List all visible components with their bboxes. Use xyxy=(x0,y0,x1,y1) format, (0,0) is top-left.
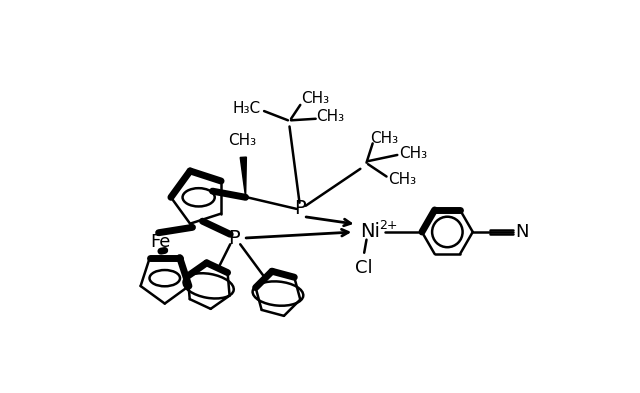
Text: N: N xyxy=(515,223,529,241)
Text: CH₃: CH₃ xyxy=(388,172,416,187)
Text: Cl: Cl xyxy=(355,259,373,277)
Text: CH₃: CH₃ xyxy=(316,109,344,124)
Text: Fe: Fe xyxy=(151,233,171,251)
Text: H₃C: H₃C xyxy=(232,101,260,116)
Text: P: P xyxy=(228,229,240,248)
Text: P: P xyxy=(294,199,305,219)
Text: CH₃: CH₃ xyxy=(228,133,256,148)
Polygon shape xyxy=(240,157,246,197)
Text: CH₃: CH₃ xyxy=(371,130,399,145)
Text: 2+: 2+ xyxy=(380,219,398,232)
Text: Ni: Ni xyxy=(360,222,380,241)
Text: CH₃: CH₃ xyxy=(399,146,427,161)
Text: CH₃: CH₃ xyxy=(301,91,329,106)
